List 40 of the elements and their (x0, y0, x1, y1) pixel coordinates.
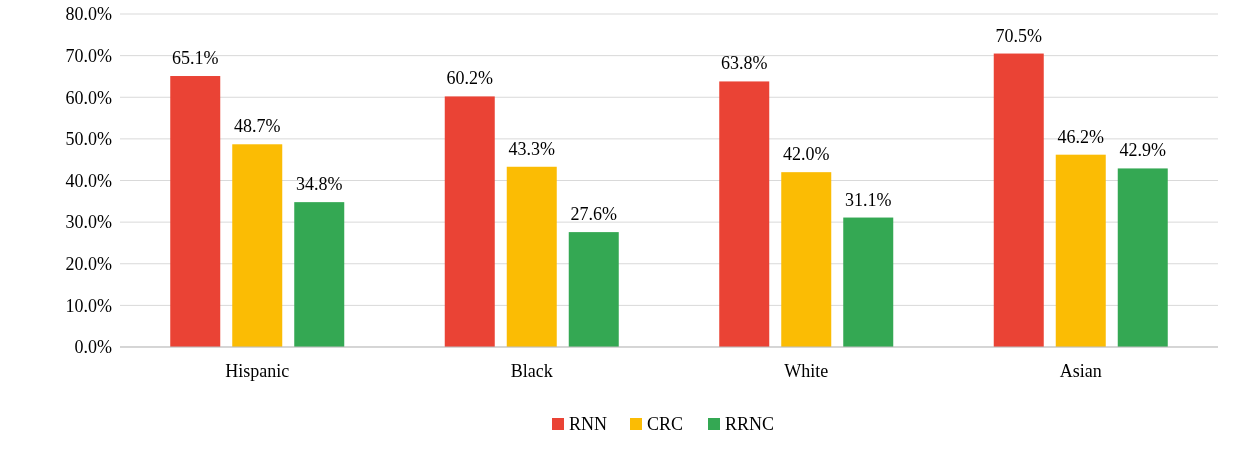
bar (1117, 168, 1168, 347)
bar (170, 76, 221, 347)
bar (568, 232, 619, 347)
y-tick-label: 70.0% (65, 45, 112, 66)
y-tick-label: 40.0% (65, 170, 112, 191)
y-tick-label: 0.0% (74, 337, 112, 358)
bar (719, 81, 770, 347)
data-label: 70.5% (995, 25, 1042, 46)
x-tick-label: Black (510, 361, 553, 381)
y-tick-label: 50.0% (65, 129, 112, 150)
data-label: 46.2% (1057, 126, 1104, 147)
bar (843, 217, 894, 347)
x-tick-label: Asian (1059, 361, 1102, 381)
data-label: 27.6% (570, 204, 617, 225)
data-label: 60.2% (446, 68, 493, 89)
bar (444, 96, 495, 347)
y-tick-label: 30.0% (65, 212, 112, 233)
data-label: 42.0% (783, 144, 830, 165)
legend-label: RNN (569, 414, 608, 435)
legend-label: CRC (647, 414, 684, 435)
data-label: 65.1% (172, 48, 219, 69)
data-label: 34.8% (296, 174, 343, 195)
y-tick-label: 60.0% (65, 87, 112, 108)
data-label: 43.3% (508, 138, 555, 159)
bar (294, 202, 345, 347)
bar (993, 53, 1044, 347)
legend-label: RRNC (725, 414, 775, 435)
data-label: 48.7% (234, 116, 281, 137)
bar (232, 144, 283, 347)
x-tick-label: Hispanic (225, 361, 290, 381)
x-tick-label: White (784, 361, 829, 381)
data-label: 42.9% (1119, 140, 1166, 161)
bar (506, 166, 557, 347)
data-label: 63.8% (721, 53, 768, 74)
y-tick-label: 20.0% (65, 254, 112, 275)
bar (1055, 154, 1106, 347)
bar (781, 172, 832, 347)
data-label: 31.1% (845, 189, 892, 210)
y-tick-label: 10.0% (65, 295, 112, 316)
y-tick-label: 80.0% (65, 4, 112, 25)
